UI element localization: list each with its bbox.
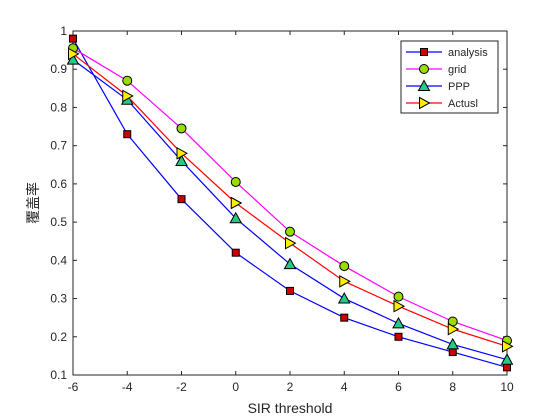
data-point-actusl — [122, 89, 134, 103]
data-point-analysis — [286, 286, 294, 295]
y-axis-label: 覆盖率 — [25, 182, 41, 224]
series-actusl — [68, 47, 514, 353]
y-tick-label: 0.5 — [50, 215, 67, 229]
x-tick-label: 10 — [500, 380, 514, 394]
data-point-analysis — [123, 130, 132, 139]
x-tick-label: 4 — [341, 380, 348, 394]
data-point-grid — [285, 226, 295, 237]
x-tick-label: -4 — [122, 380, 133, 394]
data-point-grid — [339, 261, 350, 272]
legend-item-analysis: analysis — [406, 47, 488, 59]
data-point-actusl — [68, 47, 80, 61]
data-point-ppp — [446, 337, 460, 350]
data-point-analysis — [177, 195, 186, 204]
x-tick-label: 8 — [449, 380, 456, 394]
axis-ticks: -6 -4 -2 0 2 4 6 8 10 0.1 0.2 0.3 0.4 0.5 0.6 0.7 0.8 0.9… — [50, 24, 514, 394]
x-tick-label: 6 — [395, 380, 402, 394]
legend-item-ppp: PPP — [406, 79, 470, 93]
data-point-ppp — [66, 53, 80, 65]
y-tick-label: 1 — [60, 24, 67, 38]
data-point-ppp — [392, 316, 405, 329]
series-layer — [66, 34, 514, 372]
x-tick-label: 2 — [287, 380, 294, 394]
data-point-actusl — [230, 196, 243, 210]
legend-item-grid: grid — [406, 64, 466, 76]
data-point-ppp — [229, 211, 243, 224]
legend-marker-actusl — [419, 96, 431, 110]
legend-label-ppp: PPP — [448, 81, 470, 93]
legend-item-actusl: Actusl — [406, 96, 478, 110]
data-point-grid — [122, 75, 133, 86]
data-point-actusl — [447, 322, 460, 336]
data-point-ppp — [500, 353, 514, 365]
legend-marker-grid — [419, 64, 429, 74]
data-point-analysis — [340, 313, 349, 322]
legend: analysis grid PPP Actusl — [400, 40, 499, 114]
data-point-grid — [230, 176, 241, 187]
data-point-ppp — [283, 257, 297, 270]
y-tick-label: 0.4 — [50, 253, 67, 267]
series-grid — [68, 43, 512, 346]
y-tick-label: 0.2 — [50, 330, 67, 344]
data-point-grid — [393, 291, 404, 302]
y-tick-label: 0.9 — [50, 62, 67, 76]
x-tick-label: 0 — [232, 380, 239, 394]
data-point-analysis — [69, 34, 77, 43]
data-point-grid — [176, 123, 187, 134]
data-point-actusl — [393, 299, 406, 313]
series-ppp — [66, 53, 514, 365]
legend-marker-analysis — [420, 48, 428, 56]
y-tick-label: 0.6 — [50, 177, 67, 191]
y-tick-label: 0.7 — [50, 139, 67, 153]
legend-label-actusl: Actusl — [448, 98, 478, 110]
data-point-ppp — [337, 292, 351, 304]
data-point-analysis — [394, 332, 403, 341]
x-axis-label: SIR threshold — [248, 400, 333, 416]
data-point-actusl — [339, 275, 351, 288]
legend-box — [400, 40, 499, 114]
data-point-ppp — [175, 154, 188, 166]
data-point-analysis — [503, 363, 511, 372]
data-point-actusl — [285, 236, 297, 250]
y-tick-label: 0.1 — [50, 368, 67, 382]
legend-label-analysis: analysis — [448, 47, 488, 59]
data-point-actusl — [502, 339, 514, 353]
data-point-actusl — [176, 146, 189, 160]
x-tick-label: -2 — [176, 380, 187, 394]
data-point-analysis — [448, 348, 457, 357]
data-point-analysis — [231, 248, 240, 257]
legend-marker-ppp — [417, 79, 431, 91]
x-tick-label: -6 — [68, 380, 79, 394]
y-tick-label: 0.3 — [50, 292, 67, 306]
series-analysis — [69, 34, 511, 372]
legend-label-grid: grid — [448, 64, 466, 76]
y-tick-label: 0.8 — [50, 100, 67, 114]
